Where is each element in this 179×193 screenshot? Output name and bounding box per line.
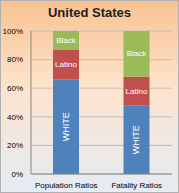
svg-text:WHITE: WHITE [61,112,71,141]
svg-text:80%: 80% [8,55,23,64]
svg-text:Latino: Latino [126,87,148,96]
html-text:United States: United States [48,5,131,20]
svg-text:40%: 40% [8,113,23,122]
svg-text:Fatality Ratios: Fatality Ratios [111,181,162,190]
svg-text:Black: Black [127,49,148,58]
svg-text:20%: 20% [8,141,23,150]
svg-text:WHITE: WHITE [132,125,142,154]
svg-text:100%: 100% [8,27,23,36]
svg-text:Latino: Latino [55,60,77,69]
svg-text:0%: 0% [11,170,23,179]
svg-text:Population Ratios: Population Ratios [35,181,98,190]
svg-text:60%: 60% [8,84,23,93]
svg-text:Black: Black [56,36,77,45]
